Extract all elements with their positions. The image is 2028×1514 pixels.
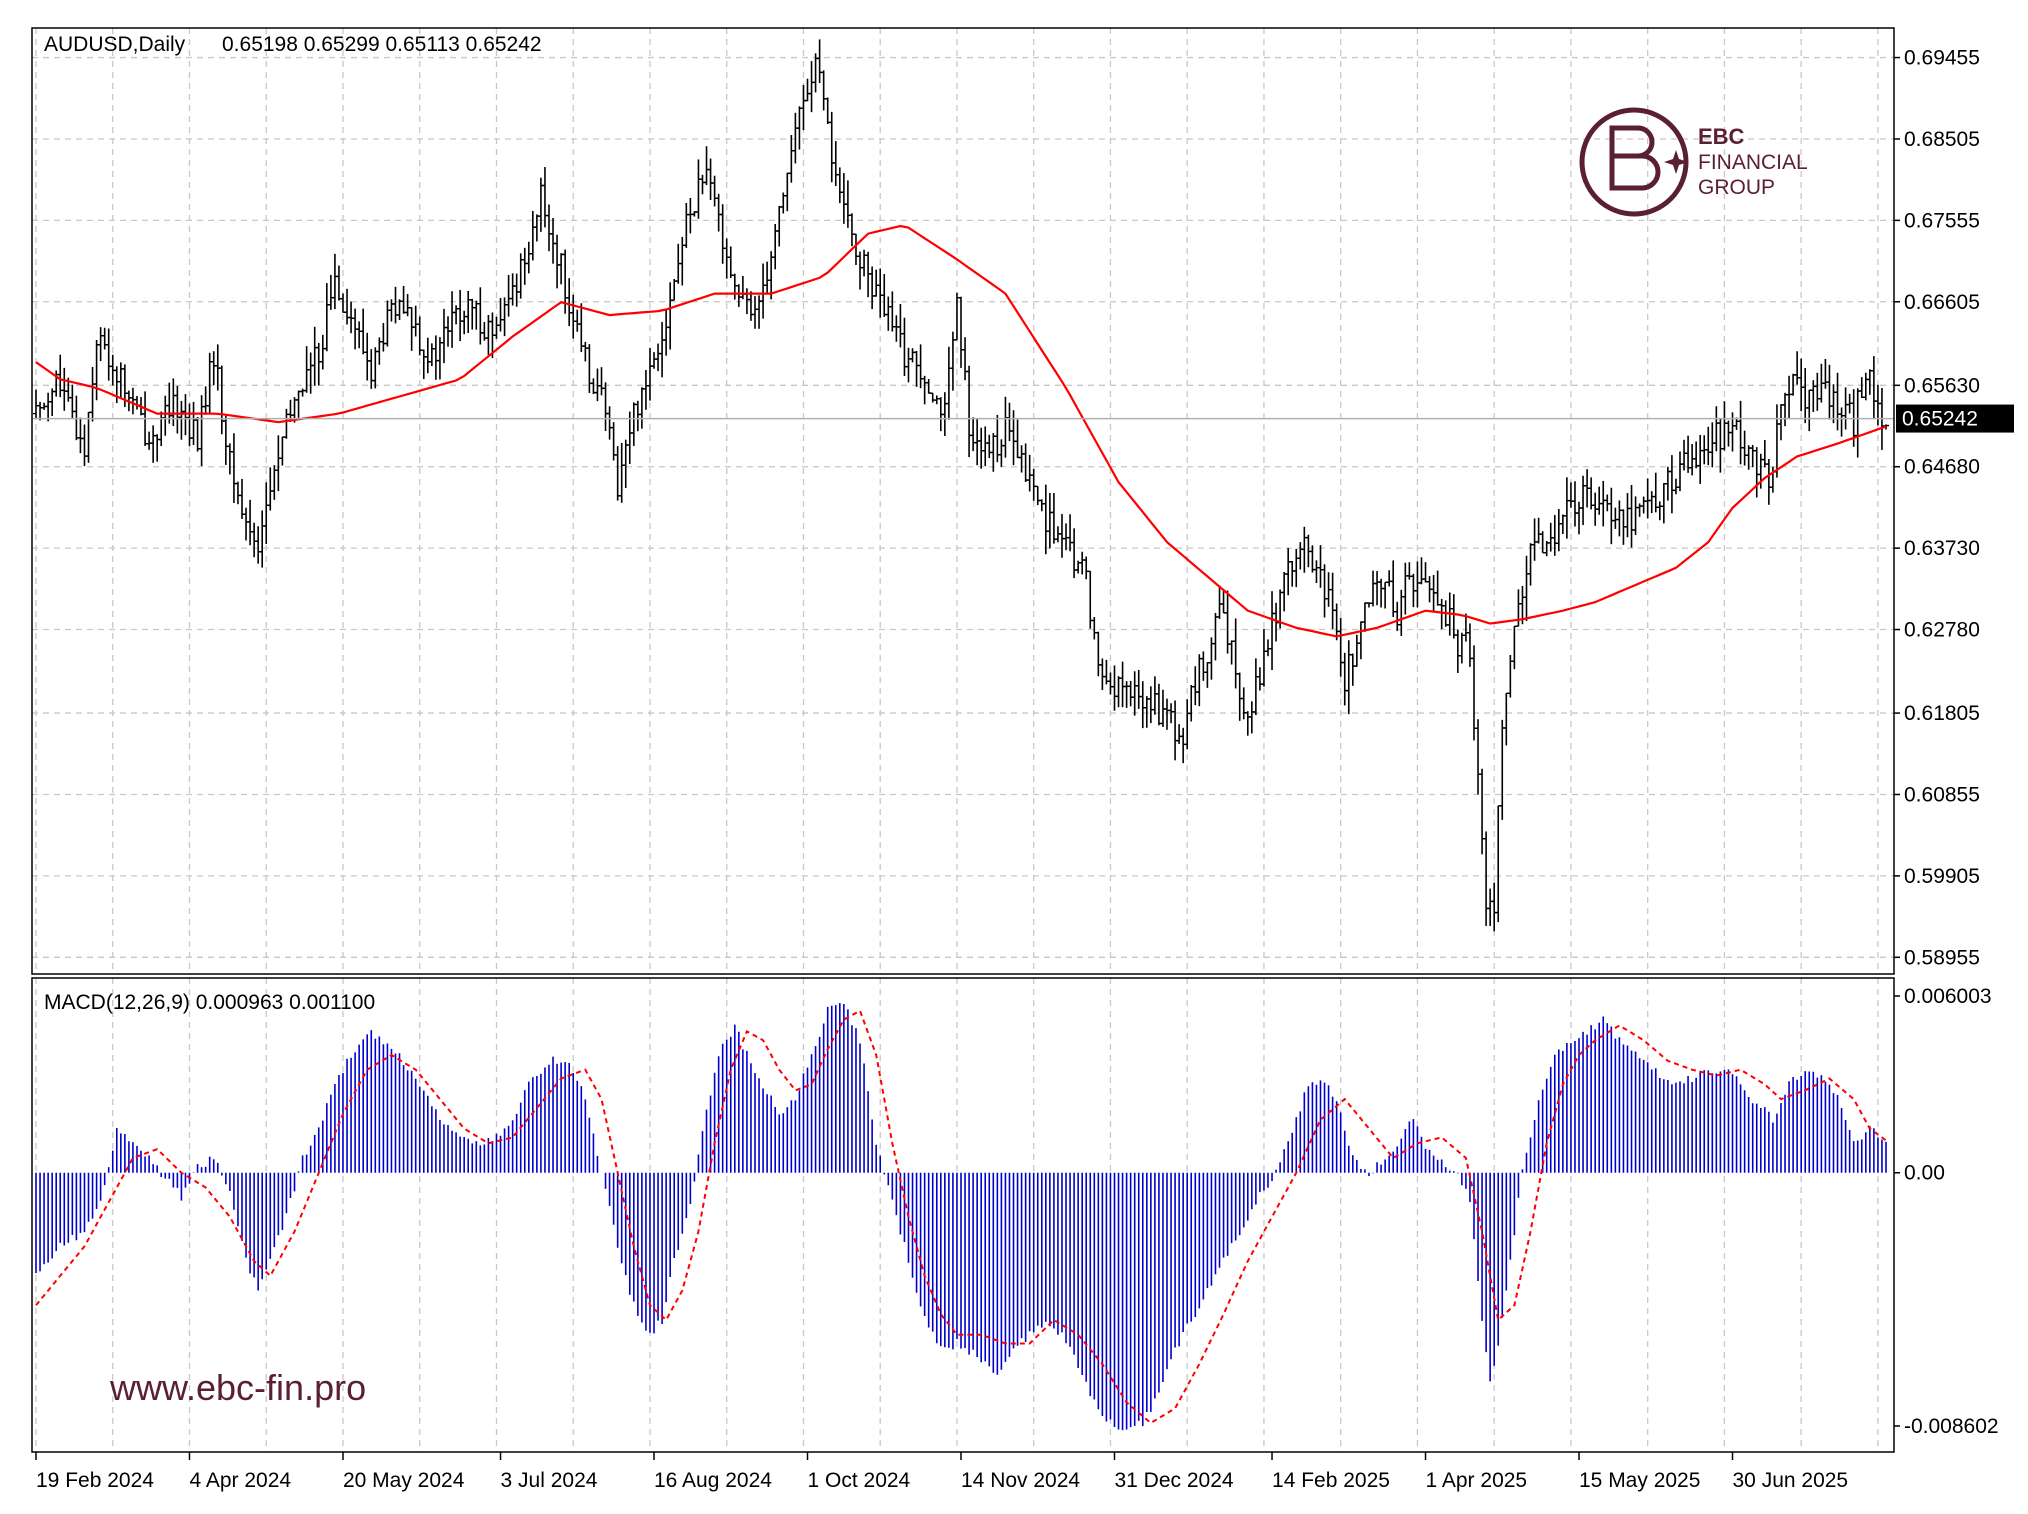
date-tick-label: 16 Aug 2024 [654, 1469, 772, 1492]
price-tick-label: 0.69455 [1904, 47, 1980, 70]
date-tick-label: 30 Jun 2025 [1733, 1469, 1849, 1492]
macd-signal-line [35, 1009, 1887, 1425]
macd-tick-label: 0.006003 [1904, 985, 1992, 1008]
date-tick-label: 14 Nov 2024 [961, 1469, 1080, 1492]
moving-average-line [35, 224, 1887, 638]
main-chart-frame [31, 27, 1895, 975]
macd-histogram [35, 1003, 1887, 1431]
macd-header: MACD(12,26,9) 0.000963 0.001100 [44, 991, 375, 1014]
price-tick-label: 0.59905 [1904, 865, 1980, 888]
date-tick-label: 3 Jul 2024 [501, 1469, 598, 1492]
price-axis: 0.69455 0.68505 0.67555 0.66605 0.65630 0.646… [1894, 47, 1980, 969]
date-tick-label: 4 Apr 2024 [189, 1469, 291, 1492]
website-url: www.ebc-fin.pro [109, 1367, 366, 1408]
chart-symbol: AUDUSD,Daily [44, 33, 186, 56]
price-tick-label: 0.66605 [1904, 291, 1980, 314]
price-tick-label: 0.63730 [1904, 537, 1980, 560]
logo-star-icon [1664, 150, 1688, 174]
current-price-tag: 0.65242 [1896, 404, 2014, 433]
price-tick-label: 0.62780 [1904, 619, 1980, 642]
price-tick-label: 0.61805 [1904, 702, 1980, 725]
current-price-label: 0.65242 [1902, 408, 1978, 431]
date-tick-label: 1 Oct 2024 [808, 1469, 911, 1492]
chart-ohlc: 0.65198 0.65299 0.65113 0.65242 [222, 33, 542, 56]
price-tick-label: 0.58955 [1904, 946, 1980, 969]
logo-b-icon [1609, 125, 1661, 191]
date-tick-label: 15 May 2025 [1579, 1469, 1700, 1492]
logo-line2: FINANCIAL [1698, 151, 1808, 174]
macd-tick-label: 0.00 [1904, 1162, 1945, 1185]
logo-line1: EBC [1698, 124, 1745, 149]
price-tick-label: 0.65630 [1904, 374, 1980, 397]
ebc-logo: EBC FINANCIAL GROUP [1579, 107, 1808, 217]
date-tick-label: 14 Feb 2025 [1272, 1469, 1390, 1492]
date-tick-label: 19 Feb 2024 [36, 1469, 154, 1492]
logo-line3: GROUP [1698, 176, 1775, 199]
price-bars [33, 39, 1889, 932]
price-tick-label: 0.67555 [1904, 209, 1980, 232]
date-tick-label: 31 Dec 2024 [1114, 1469, 1233, 1492]
date-tick-label: 20 May 2024 [343, 1469, 465, 1492]
macd-chart-frame [31, 977, 1895, 1453]
price-tick-label: 0.64680 [1904, 456, 1980, 479]
time-axis: 19 Feb 2024 4 Apr 2024 20 May 2024 3 Jul 20… [35, 1452, 1849, 1492]
macd-tick-label: -0.008602 [1904, 1415, 1999, 1438]
price-tick-label: 0.68505 [1904, 128, 1980, 151]
price-tick-label: 0.60855 [1904, 783, 1980, 806]
date-tick-label: 1 Apr 2025 [1426, 1469, 1528, 1492]
macd-axis: 0.006003 0.00 -0.008602 [1894, 985, 1999, 1438]
